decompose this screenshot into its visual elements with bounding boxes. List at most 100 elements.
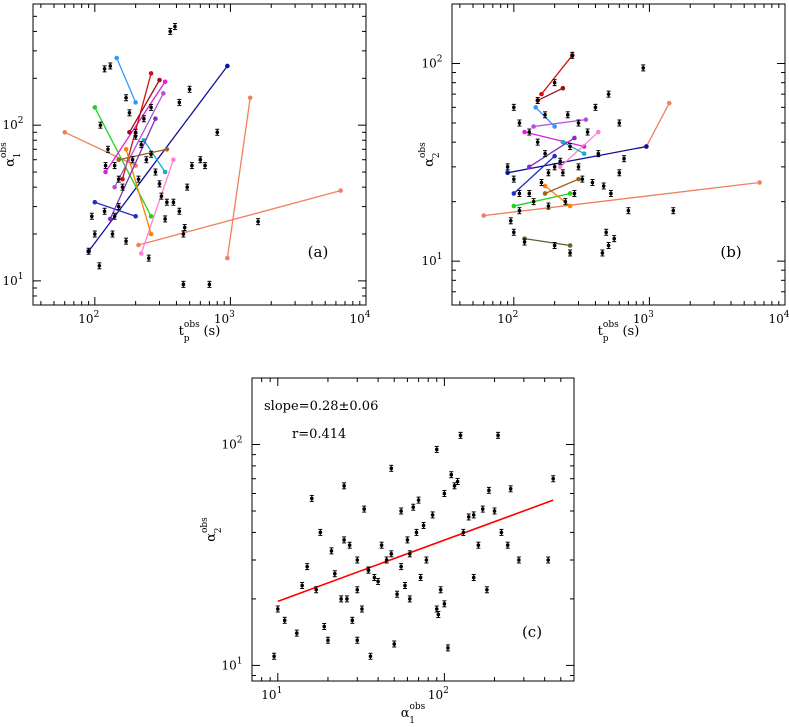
data-point (207, 280, 212, 288)
series-point (567, 191, 573, 196)
series-point (542, 191, 548, 196)
series-point (136, 242, 141, 248)
series-point (162, 169, 168, 175)
y-axis-label: αobs 2 (200, 517, 224, 542)
data-point (256, 218, 261, 226)
x-tick-label: 104 (349, 310, 370, 326)
series-line-purple (109, 118, 157, 220)
data-point (551, 475, 556, 483)
data-point (405, 536, 410, 544)
data-point (350, 616, 355, 624)
data-point (480, 505, 485, 513)
data-point (552, 163, 557, 171)
data-point (508, 485, 513, 493)
data-point (430, 511, 435, 519)
data-point (461, 528, 466, 536)
data-point (414, 528, 419, 536)
data-point (399, 563, 404, 571)
series-point (114, 55, 119, 61)
data-point (177, 207, 182, 215)
data-point (157, 180, 162, 188)
data-point (275, 605, 280, 613)
series-line-coral-long (64, 131, 136, 167)
series-line-darkred (128, 79, 161, 133)
series-point (138, 251, 144, 256)
data-point (576, 163, 581, 171)
data-point (376, 577, 381, 585)
series-point (225, 255, 230, 261)
data-point (98, 121, 103, 129)
data-point (392, 640, 397, 648)
panel-b: 102 103 104 101 102 tobs p (s) αobs 2 (b) (418, 3, 789, 344)
data-point (438, 586, 443, 594)
data-point (198, 156, 203, 164)
data-point (452, 482, 457, 490)
data-point (120, 183, 125, 191)
data-point (535, 138, 540, 146)
data-point (593, 103, 598, 111)
series-line-violet (533, 118, 586, 128)
data-point (342, 482, 347, 490)
data-point (531, 198, 536, 206)
data-point (168, 27, 173, 35)
series-point (225, 63, 230, 69)
series-point (505, 170, 510, 176)
y-tick-label: 102 (2, 116, 23, 132)
data-point (146, 254, 151, 262)
plot-frame (251, 377, 575, 682)
series-line-magenta (105, 81, 166, 173)
data-point (322, 623, 327, 631)
data-point (434, 605, 439, 613)
data-point (300, 581, 305, 589)
data-point (399, 507, 404, 515)
data-point (527, 189, 532, 197)
data-point (421, 521, 426, 529)
data-point (97, 262, 102, 270)
data-point (344, 595, 349, 603)
data-point (535, 96, 540, 104)
data-point (622, 155, 627, 163)
data-point (124, 237, 129, 245)
data-point (102, 207, 107, 215)
data-point (355, 636, 360, 644)
data-point (476, 541, 481, 549)
data-point (604, 228, 609, 236)
series-line-teal (562, 141, 585, 155)
series-line-darkred (537, 87, 564, 102)
data-point (560, 169, 565, 177)
data-point (171, 198, 176, 206)
series-line-sky (116, 57, 137, 103)
y-tick-label: 102 (421, 54, 442, 70)
series-point (148, 71, 154, 76)
series-point (560, 85, 566, 91)
data-point (110, 230, 115, 238)
data-point (272, 652, 277, 660)
panel-label: (b) (720, 243, 741, 261)
series-point (531, 124, 536, 129)
data-point (471, 511, 476, 519)
data-point (92, 230, 97, 238)
series-line-coral-long (483, 181, 760, 217)
data-point (552, 242, 557, 250)
data-point (153, 168, 158, 176)
data-point (568, 143, 573, 151)
series-point (133, 213, 138, 219)
data-point (590, 178, 595, 186)
series-line-teal (143, 139, 166, 173)
series-line-orange (125, 149, 152, 235)
series-point (247, 95, 253, 101)
series-point (583, 117, 589, 122)
data-point (329, 547, 334, 555)
data-point (314, 586, 319, 594)
data-point (601, 182, 606, 190)
data-point (105, 145, 110, 153)
data-point (546, 169, 551, 177)
series-point (116, 157, 121, 163)
panel-label: (c) (522, 623, 542, 641)
data-point (516, 556, 521, 564)
data-point (511, 103, 516, 111)
x-axis-label: tobs p (s) (179, 320, 221, 344)
series-line-coral-steep (645, 102, 670, 147)
series-point (92, 199, 98, 205)
